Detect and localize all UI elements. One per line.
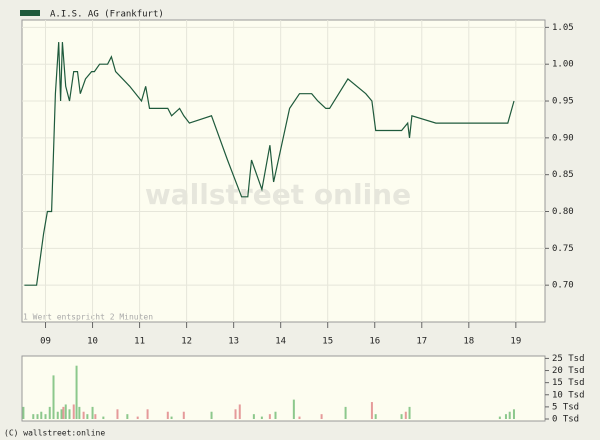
volume-bar	[370, 402, 373, 419]
y-tick-label: 1.00	[552, 60, 574, 70]
y-tick-label: 0.90	[552, 133, 574, 143]
footer: (C) wallstreet:online	[4, 429, 105, 438]
volume-bar	[126, 414, 129, 419]
x-tick-label: 19	[510, 337, 521, 347]
x-tick-label: 13	[228, 337, 239, 347]
volume-bar	[182, 411, 185, 419]
y-tick-label: 0.75	[552, 244, 574, 254]
y-tick-label: 0.95	[552, 97, 574, 107]
volume-bar	[508, 411, 511, 419]
volume-bar	[52, 375, 55, 419]
volume-bar	[274, 411, 277, 419]
volume-bar	[68, 409, 71, 419]
volume-bar	[48, 406, 51, 419]
volume-bar	[62, 406, 65, 419]
y-tick-label: 0.70	[552, 281, 574, 291]
y-tick-label: 15 Tsd	[552, 378, 585, 388]
plot-area	[21, 19, 546, 323]
volume-bar	[32, 414, 35, 419]
volume-bar	[210, 411, 213, 419]
y-tick-label: 0 Tsd	[552, 415, 579, 425]
volume-bar	[60, 409, 63, 419]
volume-bar	[40, 411, 43, 419]
legend-label: A.I.S. AG (Frankfurt)	[50, 10, 164, 20]
volume-bar	[170, 416, 173, 419]
x-tick-label: 16	[369, 337, 380, 347]
x-tick-label: 15	[322, 337, 333, 347]
y-tick-label: 0.85	[552, 170, 574, 180]
volume-bar	[44, 414, 47, 419]
volume-bar	[64, 404, 67, 419]
volume-bar	[408, 406, 411, 419]
volume-bar	[102, 416, 105, 419]
volume-bar	[268, 414, 271, 419]
volume-bar	[260, 416, 263, 419]
x-tick-label: 17	[416, 337, 427, 347]
volume-bar	[36, 414, 39, 419]
y-tick-label: 0.80	[552, 207, 574, 217]
volume-bar	[292, 399, 295, 419]
x-tick-label: 09	[40, 337, 51, 347]
volume-bar	[166, 411, 169, 419]
volume-bar	[234, 409, 237, 419]
volume-bar	[72, 404, 75, 419]
price-line	[24, 42, 515, 286]
volume-bar	[78, 406, 81, 419]
volume-bar	[252, 414, 255, 419]
annotation: 1 Wert entspricht 2 Minuten	[23, 313, 153, 322]
volume-bar	[400, 414, 403, 419]
x-tick-label: 11	[134, 337, 145, 347]
volume-bar	[298, 416, 301, 419]
y-tick-label: 5 Tsd	[552, 402, 579, 412]
volume-bar	[320, 414, 323, 419]
volume-bar	[116, 409, 119, 419]
y-tick-label: 10 Tsd	[552, 390, 585, 400]
volume-bar	[504, 414, 507, 419]
volume-bar	[238, 404, 241, 419]
volume-bar	[146, 409, 149, 419]
volume-area	[21, 355, 546, 422]
volume-bar	[86, 414, 89, 419]
x-tick-label: 18	[463, 337, 474, 347]
volume-bar	[82, 411, 85, 419]
y-tick-label: 25 Tsd	[552, 354, 585, 364]
volume-bar	[22, 406, 25, 419]
volume-bar	[91, 406, 94, 419]
volume-bar	[94, 414, 97, 419]
y-tick-label: 20 Tsd	[552, 366, 585, 376]
x-tick-label: 12	[181, 337, 192, 347]
volume-bar	[75, 365, 78, 419]
watermark: wallstreet online	[145, 178, 411, 211]
volume-bar	[512, 409, 515, 419]
volume-bar	[374, 414, 377, 419]
volume-bar	[344, 406, 347, 419]
volume-bar	[404, 411, 407, 419]
x-tick-label: 10	[87, 337, 98, 347]
y-tick-label: 1.05	[552, 23, 574, 33]
legend-swatch	[20, 10, 40, 16]
volume-bar	[136, 416, 139, 419]
x-tick-label: 14	[275, 337, 286, 347]
volume-bar	[56, 411, 59, 419]
volume-bar	[498, 416, 501, 419]
